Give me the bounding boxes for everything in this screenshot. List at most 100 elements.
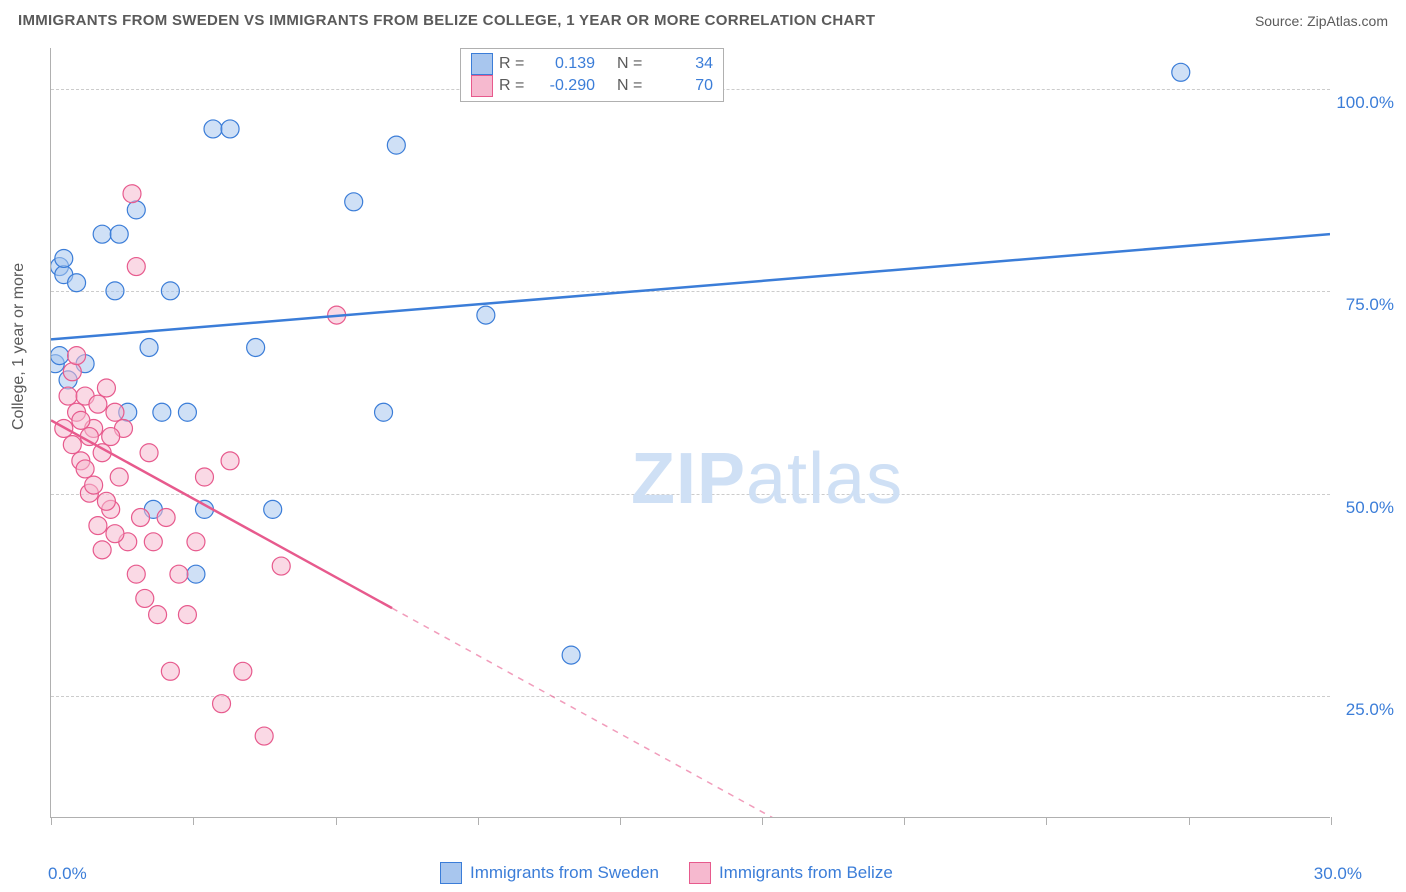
data-point: [132, 509, 150, 527]
swatch-belize: [471, 75, 493, 97]
data-point: [187, 533, 205, 551]
data-point: [106, 282, 124, 300]
data-point: [161, 282, 179, 300]
y-tick-label: 100.0%: [1336, 93, 1394, 113]
data-point: [161, 662, 179, 680]
x-tick: [904, 817, 905, 825]
x-tick: [336, 817, 337, 825]
r-label: R =: [499, 55, 529, 73]
data-point: [387, 136, 405, 154]
n-value-sweden: 34: [653, 55, 713, 73]
data-point: [89, 517, 107, 535]
x-tick: [620, 817, 621, 825]
chart-header: IMMIGRANTS FROM SWEDEN VS IMMIGRANTS FRO…: [18, 12, 1388, 29]
stats-row-belize: R = -0.290 N = 70: [471, 75, 713, 97]
source-attribution: Source: ZipAtlas.com: [1255, 13, 1388, 29]
trend-line-dashed: [392, 608, 1330, 817]
data-point: [68, 274, 86, 292]
n-label: N =: [617, 77, 647, 95]
y-axis-label: College, 1 year or more: [10, 263, 28, 430]
data-point: [213, 695, 231, 713]
data-point: [234, 662, 252, 680]
data-point: [375, 403, 393, 421]
x-tick: [762, 817, 763, 825]
y-tick-label: 75.0%: [1346, 295, 1394, 315]
data-point: [178, 606, 196, 624]
trend-line-solid: [51, 420, 392, 608]
x-tick: [1331, 817, 1332, 825]
data-point: [97, 379, 115, 397]
legend-item-sweden: Immigrants from Sweden: [440, 862, 659, 884]
r-label: R =: [499, 77, 529, 95]
legend-bottom: Immigrants from Sweden Immigrants from B…: [440, 862, 893, 884]
x-tick: [193, 817, 194, 825]
data-point: [97, 492, 115, 510]
n-value-belize: 70: [653, 77, 713, 95]
data-point: [247, 339, 265, 357]
data-point: [63, 363, 81, 381]
data-point: [68, 347, 86, 365]
r-value-sweden: 0.139: [535, 55, 595, 73]
x-tick: [1189, 817, 1190, 825]
data-point: [178, 403, 196, 421]
data-point: [153, 403, 171, 421]
data-point: [221, 120, 239, 138]
trend-line: [51, 234, 1330, 339]
data-point: [110, 468, 128, 486]
data-point: [272, 557, 290, 575]
n-label: N =: [617, 55, 647, 73]
data-point: [562, 646, 580, 664]
data-point: [127, 565, 145, 583]
legend-item-belize: Immigrants from Belize: [689, 862, 893, 884]
x-tick-label-right: 30.0%: [1314, 864, 1362, 884]
data-point: [255, 727, 273, 745]
legend-swatch-belize: [689, 862, 711, 884]
y-tick-label: 25.0%: [1346, 700, 1394, 720]
data-point: [187, 565, 205, 583]
data-point: [1172, 63, 1190, 81]
x-tick-label-left: 0.0%: [48, 864, 87, 884]
data-point: [345, 193, 363, 211]
stats-row-sweden: R = 0.139 N = 34: [471, 53, 713, 75]
data-point: [59, 387, 77, 405]
data-point: [89, 395, 107, 413]
data-point: [55, 249, 73, 267]
data-point: [127, 201, 145, 219]
legend-label-belize: Immigrants from Belize: [719, 863, 893, 883]
data-point: [76, 460, 94, 478]
x-tick: [478, 817, 479, 825]
data-point: [157, 509, 175, 527]
data-point: [93, 225, 111, 243]
data-point: [85, 476, 103, 494]
data-point: [204, 120, 222, 138]
data-point: [264, 500, 282, 518]
swatch-sweden: [471, 53, 493, 75]
data-point: [51, 347, 69, 365]
r-value-belize: -0.290: [535, 77, 595, 95]
plot-area: ZIPatlas: [50, 48, 1330, 818]
y-tick-label: 50.0%: [1346, 498, 1394, 518]
legend-label-sweden: Immigrants from Sweden: [470, 863, 659, 883]
chart-title: IMMIGRANTS FROM SWEDEN VS IMMIGRANTS FRO…: [18, 12, 875, 29]
data-point: [63, 436, 81, 454]
data-point: [106, 525, 124, 543]
legend-swatch-sweden: [440, 862, 462, 884]
data-point: [110, 225, 128, 243]
data-point: [170, 565, 188, 583]
data-point: [123, 185, 141, 203]
data-point: [136, 589, 154, 607]
data-point: [102, 428, 120, 446]
data-point: [195, 468, 213, 486]
data-point: [221, 452, 239, 470]
data-point: [149, 606, 167, 624]
x-tick: [51, 817, 52, 825]
data-point: [477, 306, 495, 324]
x-tick: [1046, 817, 1047, 825]
data-point: [72, 411, 90, 429]
data-point: [127, 258, 145, 276]
data-point: [140, 444, 158, 462]
data-point: [106, 403, 124, 421]
data-point: [144, 533, 162, 551]
data-point: [93, 541, 111, 559]
chart-svg: [51, 48, 1330, 817]
